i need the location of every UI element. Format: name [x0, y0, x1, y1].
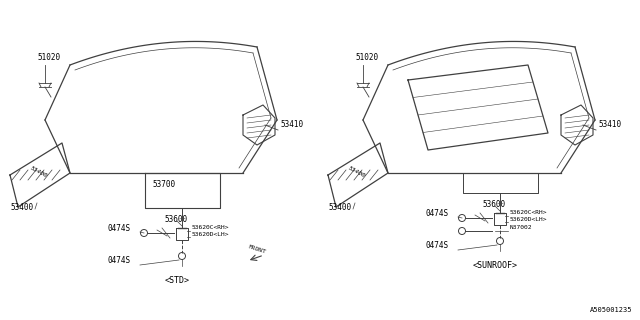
- Text: 53410: 53410: [280, 120, 303, 129]
- Text: 53620C<RH>: 53620C<RH>: [510, 210, 547, 215]
- Text: 0474S: 0474S: [425, 209, 448, 218]
- Text: 53620C<RH>: 53620C<RH>: [192, 225, 230, 230]
- Text: 53400: 53400: [30, 166, 49, 179]
- Text: 0474S: 0474S: [107, 224, 130, 233]
- Text: 53700: 53700: [152, 180, 175, 189]
- Text: 53620D<LH>: 53620D<LH>: [192, 232, 230, 237]
- Text: 53600: 53600: [482, 200, 505, 209]
- Text: 53600: 53600: [164, 215, 187, 224]
- Text: 51020: 51020: [37, 53, 60, 62]
- Text: 0474S: 0474S: [425, 241, 448, 250]
- Text: 0474S: 0474S: [107, 256, 130, 265]
- Text: N37002: N37002: [510, 225, 532, 230]
- Text: 53620D<LH>: 53620D<LH>: [510, 217, 547, 222]
- Text: 53400: 53400: [348, 166, 367, 179]
- Text: <SUNROOF>: <SUNROOF>: [472, 261, 518, 270]
- Text: <STD>: <STD>: [164, 276, 189, 285]
- Text: 51020: 51020: [355, 53, 378, 62]
- Text: 53410: 53410: [598, 120, 621, 129]
- Text: A505001235: A505001235: [589, 307, 632, 313]
- Text: FRONT: FRONT: [247, 244, 266, 255]
- Text: 53400: 53400: [328, 203, 351, 212]
- Text: 53400: 53400: [10, 203, 33, 212]
